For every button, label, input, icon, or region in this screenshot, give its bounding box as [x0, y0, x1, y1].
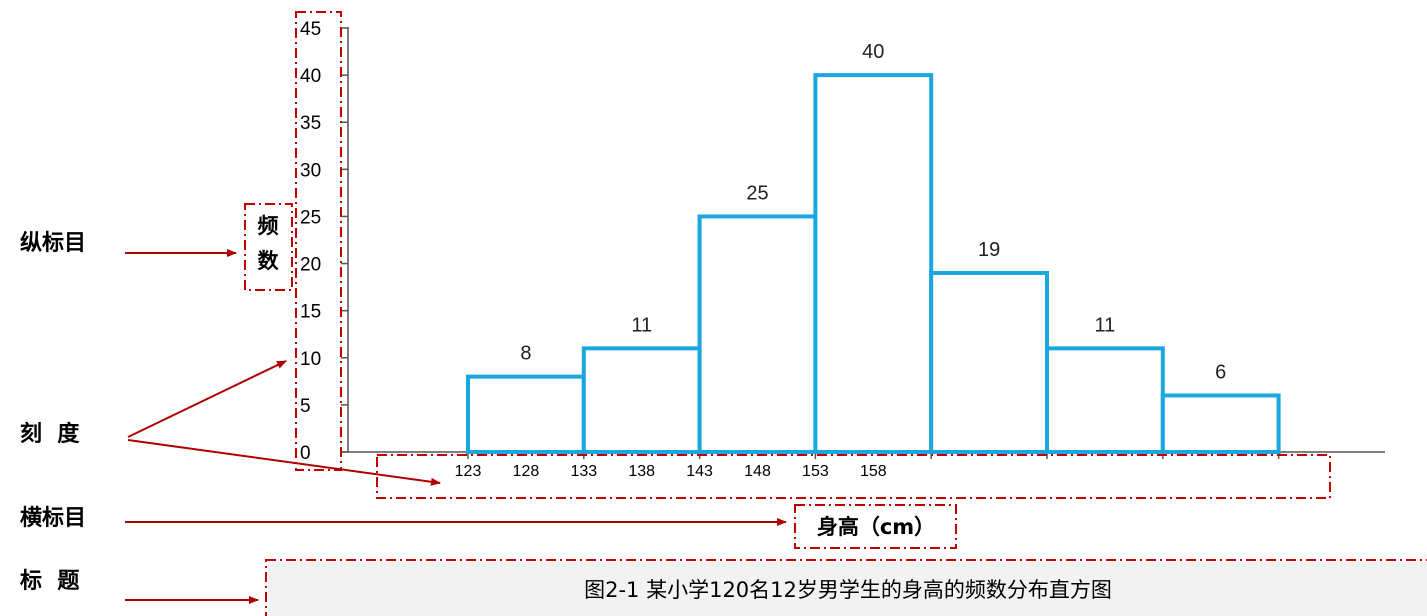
histogram-bar — [466, 374, 586, 454]
x-tick-label: 153 — [802, 463, 829, 480]
bar-value-label: 25 — [746, 182, 768, 204]
ticks-arrow-up — [127, 360, 287, 438]
x-axis-ticks: 123 128 133 138 143 148 153 158 — [455, 452, 1280, 480]
ylabel-note: 纵标目 — [20, 230, 86, 256]
bar-value-label: 11 — [631, 314, 652, 336]
bar-value-label: 8 — [520, 343, 531, 365]
title-note: 标 题 — [20, 568, 80, 594]
y-tick-label: 40 — [300, 66, 321, 87]
x-tick-label: 143 — [686, 463, 713, 480]
bar-value-label: 6 — [1215, 361, 1226, 383]
x-label-highlight-box — [794, 504, 957, 549]
y-ticks-highlight-box — [295, 11, 342, 471]
y-axis-ticks: 0 5 10 15 20 25 30 35 40 45 — [300, 19, 348, 464]
histogram-bar — [929, 270, 1050, 454]
bar-value-label: 19 — [978, 239, 1000, 261]
y-tick-label: 45 — [300, 19, 321, 40]
x-axis-title: 身高（cm） — [817, 515, 935, 539]
data-labels: 8 11 25 40 19 11 6 — [520, 41, 1226, 383]
x-ticks-highlight-box — [376, 454, 1331, 499]
y-axis-title-char: 数 — [258, 249, 280, 273]
x-tick-label: 133 — [570, 463, 597, 480]
y-tick-label: 0 — [300, 443, 311, 464]
y-axis-title: 频 数 — [258, 214, 280, 273]
x-tick-label: 148 — [744, 463, 771, 480]
y-tick-label: 35 — [300, 113, 321, 134]
y-tick-label: 5 — [300, 396, 311, 417]
x-tick-label: 158 — [860, 463, 887, 480]
y-tick-label: 30 — [300, 160, 321, 181]
histogram-bars — [466, 73, 1281, 455]
title-box — [268, 562, 1427, 616]
histogram-bar — [1045, 346, 1165, 455]
histogram-bar — [813, 73, 934, 454]
figure-title: 图2-1 某小学120名12岁男学生的身高的频数分布直方图 — [584, 578, 1112, 602]
bar-value-label: 40 — [862, 41, 884, 63]
xlabel-note: 横标目 — [20, 505, 86, 531]
x-tick-label: 123 — [455, 463, 482, 480]
y-axis-title-char: 频 — [258, 214, 279, 238]
y-tick-label: 20 — [300, 255, 321, 276]
histogram-bar — [697, 214, 818, 454]
ticks-note: 刻 度 — [20, 421, 80, 447]
title-highlight-box — [265, 559, 1427, 616]
y-tick-label: 10 — [300, 349, 321, 370]
y-tick-label: 15 — [300, 302, 321, 323]
y-tick-label: 25 — [300, 207, 321, 228]
histogram-bar — [1160, 393, 1281, 455]
bar-value-label: 11 — [1095, 314, 1116, 336]
histogram-bar — [581, 346, 702, 455]
ticks-arrow-down — [127, 439, 441, 486]
x-tick-label: 128 — [513, 463, 540, 480]
y-label-highlight-box — [244, 203, 293, 291]
x-tick-label: 138 — [628, 463, 655, 480]
